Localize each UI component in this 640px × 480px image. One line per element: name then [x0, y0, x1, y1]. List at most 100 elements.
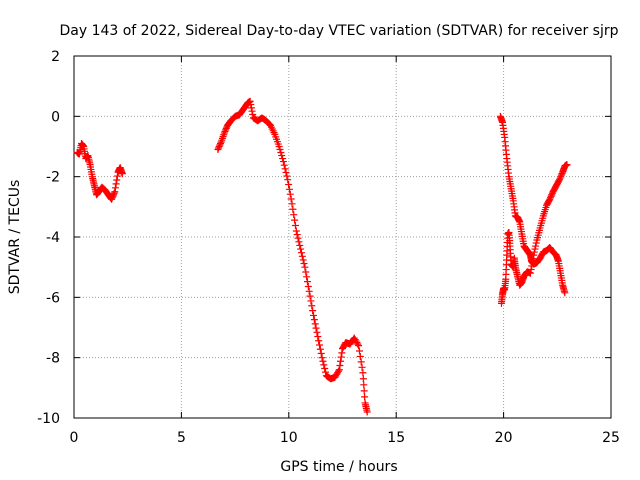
data-point-plus — [322, 368, 330, 376]
data-point-plus — [314, 333, 322, 341]
data-point-plus — [557, 173, 565, 181]
data-point-plus — [281, 165, 289, 173]
data-point-plus — [289, 205, 297, 213]
data-point-plus — [282, 168, 290, 176]
data-point-plus — [546, 195, 554, 203]
x-tick-label: 25 — [602, 430, 620, 446]
y-axis-label: SDTVAR / TECUs — [7, 180, 23, 295]
data-point-plus — [316, 341, 324, 349]
data-point-plus — [247, 101, 255, 109]
data-point-plus — [361, 393, 369, 401]
x-tick-label: 20 — [495, 430, 513, 446]
data-point-plus — [334, 369, 342, 377]
data-point-plus — [279, 158, 287, 166]
y-tick-label: -4 — [46, 230, 60, 246]
data-point-plus — [319, 357, 327, 365]
data-point-plus — [316, 345, 324, 353]
data-point-plus — [320, 361, 328, 369]
data-point-plus — [296, 241, 304, 249]
data-point-plus — [531, 245, 539, 253]
data-point-plus — [299, 256, 307, 264]
data-point-plus — [220, 129, 228, 137]
data-points — [73, 97, 571, 416]
data-point-plus — [532, 239, 540, 247]
data-point-plus — [358, 363, 366, 371]
data-point-plus — [291, 222, 299, 230]
data-point-plus — [363, 408, 371, 416]
data-point-plus — [108, 194, 116, 202]
data-point-plus — [108, 195, 116, 203]
data-point-plus — [313, 328, 321, 336]
x-tick-label: 0 — [70, 430, 79, 446]
data-point-plus — [303, 278, 311, 286]
data-point-plus — [530, 251, 538, 259]
data-point-plus — [557, 171, 565, 179]
data-point-plus — [222, 124, 230, 132]
data-point-plus — [304, 282, 312, 290]
data-point-plus — [216, 139, 224, 147]
data-point-plus — [338, 349, 346, 357]
data-point-plus — [111, 188, 119, 196]
data-point-plus — [110, 189, 118, 197]
data-point-plus — [360, 381, 368, 389]
data-point-plus — [246, 97, 254, 105]
data-point-plus — [277, 149, 285, 157]
data-point-plus — [353, 339, 361, 347]
data-point-plus — [333, 370, 341, 378]
data-point-plus — [530, 248, 538, 256]
data-point-plus — [222, 126, 230, 134]
y-tick-label: 0 — [51, 109, 60, 125]
data-point-plus — [547, 192, 555, 200]
chart-title: Day 143 of 2022, Sidereal Day-to-day VTE… — [59, 23, 618, 39]
data-point-plus — [317, 349, 325, 357]
axis-ticks: 0 5 10 15 20 25 -10 -8 -6 -4 -2 0 2 — [37, 49, 620, 446]
data-point-plus — [303, 273, 311, 281]
data-point-plus — [112, 180, 120, 188]
data-point-plus — [216, 141, 224, 149]
data-point-plus — [215, 144, 223, 152]
data-point-plus — [352, 337, 360, 345]
data-point-plus — [335, 366, 343, 374]
data-point-plus — [556, 174, 564, 182]
data-point-plus — [113, 172, 121, 180]
data-point-plus — [527, 266, 535, 274]
data-point-plus — [563, 161, 571, 169]
data-point-plus — [221, 127, 229, 135]
data-point-plus — [287, 195, 295, 203]
data-point-plus — [284, 176, 292, 184]
data-point-plus — [294, 234, 302, 242]
data-point-plus — [336, 362, 344, 370]
data-point-plus — [310, 311, 318, 319]
data-point-plus — [292, 227, 300, 235]
data-point-plus — [332, 372, 340, 380]
data-point-plus — [357, 358, 365, 366]
x-tick-label: 15 — [387, 430, 405, 446]
y-tick-label: 2 — [51, 49, 60, 65]
data-point-plus — [321, 365, 329, 373]
data-point-plus — [529, 255, 537, 263]
data-point-plus — [356, 352, 364, 360]
x-axis-label: GPS time / hours — [280, 459, 397, 475]
data-point-plus — [300, 260, 308, 268]
y-tick-label: -2 — [46, 170, 60, 186]
data-point-plus — [308, 302, 316, 310]
data-point-plus — [546, 194, 554, 202]
data-point-plus — [318, 354, 326, 362]
data-point-plus — [278, 152, 286, 160]
y-tick-label: -6 — [46, 290, 60, 306]
data-point-plus — [337, 357, 345, 365]
data-point-plus — [555, 176, 563, 184]
data-point-plus — [561, 289, 569, 297]
data-point-plus — [293, 231, 301, 239]
data-point-plus — [248, 107, 256, 115]
data-point-plus — [249, 111, 257, 119]
data-point-plus — [311, 320, 319, 328]
data-point-plus — [288, 200, 296, 208]
data-point-plus — [110, 191, 118, 199]
data-point-plus — [355, 342, 363, 350]
data-point-plus — [280, 161, 288, 169]
data-point-plus — [354, 340, 362, 348]
data-point-plus — [214, 146, 222, 154]
data-point-plus — [215, 143, 223, 150]
data-point-plus — [350, 334, 358, 342]
